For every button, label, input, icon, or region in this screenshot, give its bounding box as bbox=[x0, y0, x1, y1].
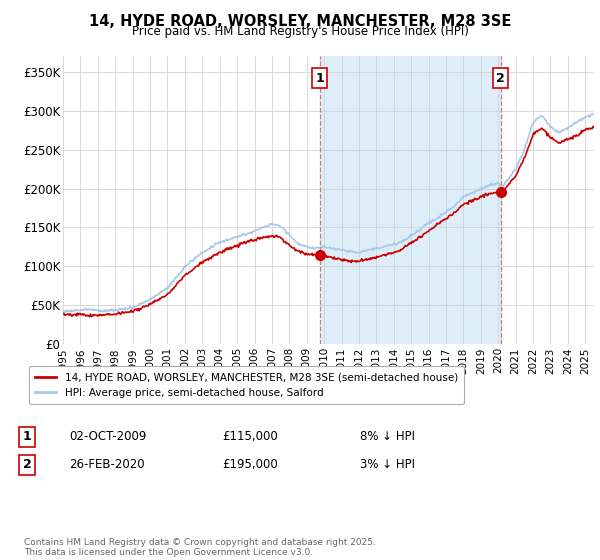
Text: 26-FEB-2020: 26-FEB-2020 bbox=[69, 458, 145, 472]
Text: 14, HYDE ROAD, WORSLEY, MANCHESTER, M28 3SE: 14, HYDE ROAD, WORSLEY, MANCHESTER, M28 … bbox=[89, 14, 511, 29]
Text: Price paid vs. HM Land Registry's House Price Index (HPI): Price paid vs. HM Land Registry's House … bbox=[131, 25, 469, 38]
Text: 8% ↓ HPI: 8% ↓ HPI bbox=[360, 430, 415, 444]
Text: 02-OCT-2009: 02-OCT-2009 bbox=[69, 430, 146, 444]
Text: 3% ↓ HPI: 3% ↓ HPI bbox=[360, 458, 415, 472]
Text: Contains HM Land Registry data © Crown copyright and database right 2025.
This d: Contains HM Land Registry data © Crown c… bbox=[24, 538, 376, 557]
Text: 1: 1 bbox=[23, 430, 31, 444]
Bar bbox=[320, 56, 501, 344]
Text: £115,000: £115,000 bbox=[222, 430, 278, 444]
Legend: 14, HYDE ROAD, WORSLEY, MANCHESTER, M28 3SE (semi-detached house), HPI: Average : 14, HYDE ROAD, WORSLEY, MANCHESTER, M28 … bbox=[29, 366, 464, 404]
Text: 1: 1 bbox=[316, 72, 324, 85]
Text: 2: 2 bbox=[496, 72, 505, 85]
Text: £195,000: £195,000 bbox=[222, 458, 278, 472]
Text: 2: 2 bbox=[23, 458, 31, 472]
